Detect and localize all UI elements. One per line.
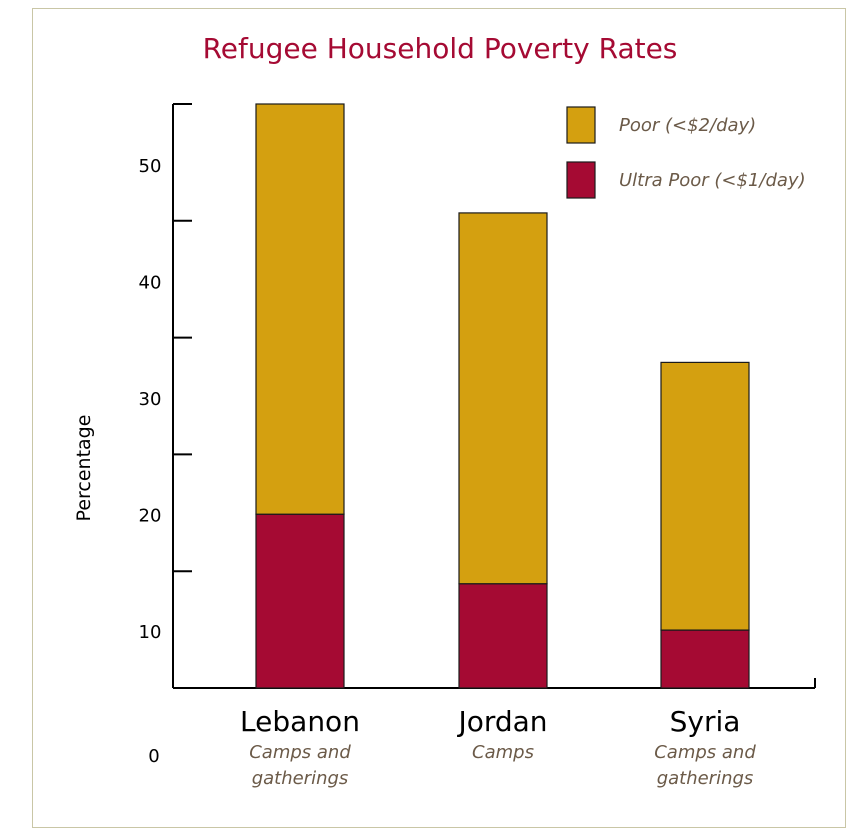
x-labels: Lebanon Camps and gatherings Jordan Camps Syr… <box>240 705 756 789</box>
legend-swatch <box>566 106 596 144</box>
y-tick-label: 50 <box>139 156 162 177</box>
bar-segment <box>255 513 345 689</box>
x-tick-sublabel: Camps <box>472 742 534 763</box>
bar-segment <box>458 583 548 689</box>
legend-label: Ultra Poor (<$1/day) <box>619 170 806 191</box>
x-tick-label: Lebanon <box>240 705 360 738</box>
y-tick-label: 10 <box>139 622 162 643</box>
x-tick-sublabel: Camps and <box>249 742 351 763</box>
x-tick-label: Syria <box>670 705 741 738</box>
y-ticks: 10 20 30 40 50 0 <box>139 103 192 767</box>
bar-segment <box>660 629 750 689</box>
x-tick-sublabel: gatherings <box>252 768 349 789</box>
legend-label: Poor (<$2/day) <box>619 115 756 136</box>
bar-segment <box>660 361 750 631</box>
bars <box>255 103 750 689</box>
legend: Poor (<$2/day) Ultra Poor (<$1/day) <box>566 106 806 199</box>
y-tick-label: 30 <box>139 389 162 410</box>
x-tick-sublabel: Camps and <box>654 742 756 763</box>
x-tick-sublabel: gatherings <box>657 768 754 789</box>
legend-swatch <box>566 161 596 199</box>
y-tick-label: 20 <box>139 506 162 527</box>
bar-segment <box>255 103 345 515</box>
y-tick-label-zero: 0 <box>148 746 159 767</box>
chart-canvas: Refugee Household Poverty Rates Percenta… <box>73 32 816 789</box>
y-tick-label: 40 <box>139 273 162 294</box>
chart-title: Refugee Household Poverty Rates <box>203 32 678 65</box>
x-tick-label: Jordan <box>456 705 547 738</box>
bar-segment <box>458 212 548 585</box>
y-axis-label: Percentage <box>73 415 95 522</box>
